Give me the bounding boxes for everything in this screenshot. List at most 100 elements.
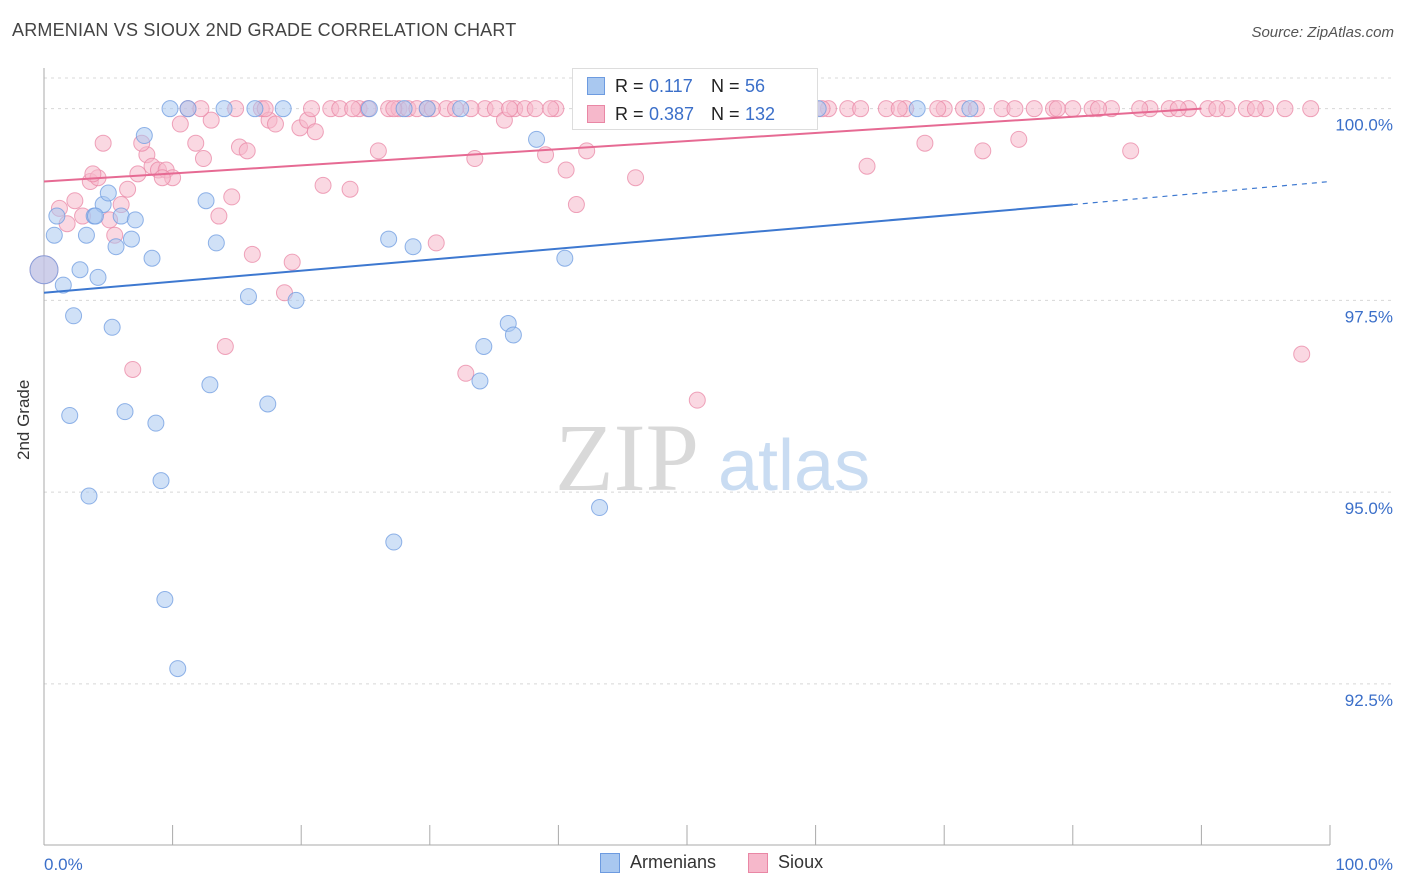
r-value: 0.117 bbox=[649, 75, 693, 96]
sioux-point bbox=[202, 111, 220, 129]
sioux-point bbox=[852, 100, 870, 118]
sioux-point bbox=[266, 115, 284, 133]
sioux-point bbox=[1090, 100, 1108, 118]
sioux-point bbox=[1122, 142, 1140, 160]
sioux-point bbox=[283, 253, 301, 271]
sioux-point bbox=[194, 150, 212, 168]
sioux-point bbox=[129, 165, 147, 183]
sioux-point bbox=[302, 100, 320, 118]
n-label: N = bbox=[711, 103, 740, 124]
armenians-point bbox=[274, 100, 292, 118]
sioux-point bbox=[974, 142, 992, 160]
armenians-point bbox=[169, 660, 187, 678]
armenians-point bbox=[54, 276, 72, 294]
sioux-point bbox=[119, 180, 137, 198]
armenians-point bbox=[143, 249, 161, 267]
armenians-point bbox=[126, 211, 144, 229]
sioux-point bbox=[890, 100, 908, 118]
armenians-point bbox=[122, 230, 140, 248]
sioux-point bbox=[187, 134, 205, 152]
sioux-point bbox=[916, 134, 934, 152]
armenians-point bbox=[207, 234, 225, 252]
source-label: Source: ZipAtlas.com bbox=[1251, 24, 1394, 41]
sioux-point bbox=[243, 245, 261, 263]
trend-lines bbox=[43, 107, 1331, 294]
sioux-point bbox=[501, 100, 519, 118]
y-axis-label: 2nd Grade bbox=[14, 379, 33, 460]
sioux-point bbox=[929, 100, 947, 118]
sioux-point bbox=[153, 169, 171, 187]
armenians-point bbox=[475, 337, 493, 355]
watermark-zip: ZIP bbox=[555, 404, 699, 511]
sioux-point bbox=[427, 234, 445, 252]
legend-swatch-armenians bbox=[600, 852, 620, 873]
sioux-point bbox=[344, 100, 362, 118]
armenians-point bbox=[45, 226, 63, 244]
armenians-point bbox=[418, 100, 436, 118]
r-label: R = bbox=[615, 103, 644, 124]
armenians-point bbox=[380, 230, 398, 248]
legend-item-sioux[interactable]: Sioux bbox=[748, 852, 823, 873]
sioux-point bbox=[66, 192, 84, 210]
sioux-point bbox=[210, 207, 228, 225]
watermark-atlas: atlas bbox=[718, 426, 870, 506]
legend-item-armenians[interactable]: Armenians bbox=[600, 852, 716, 873]
stats-legend: R = 0.117 N = 56 R = 0.387 N = 132 bbox=[572, 68, 818, 130]
armenians-point bbox=[89, 268, 107, 286]
x-tick-label: 0.0% bbox=[44, 855, 83, 874]
n-label: N = bbox=[711, 75, 740, 96]
sioux-point bbox=[341, 180, 359, 198]
tick-labels: 92.5% 95.0% 97.5% 100.0% 0.0% 100.0% bbox=[44, 116, 1393, 874]
armenians-point bbox=[287, 291, 305, 309]
armenians-point bbox=[556, 249, 574, 267]
armenians-point bbox=[29, 255, 59, 285]
armenians-points bbox=[29, 100, 979, 678]
sioux-point bbox=[457, 364, 475, 382]
sioux-point bbox=[858, 157, 876, 175]
sioux-point bbox=[1025, 100, 1043, 118]
armenians-point bbox=[65, 307, 83, 325]
sioux-point bbox=[688, 391, 706, 409]
armenians-point bbox=[135, 127, 153, 145]
armenians-point bbox=[77, 226, 95, 244]
armenians-point bbox=[591, 499, 609, 517]
sioux-point bbox=[1246, 100, 1264, 118]
armenians-point bbox=[360, 100, 378, 118]
sioux-point bbox=[557, 161, 575, 179]
armenians-point bbox=[452, 100, 470, 118]
sioux-point bbox=[1293, 345, 1311, 363]
armenians-point bbox=[961, 100, 979, 118]
armenians-point bbox=[99, 184, 117, 202]
sioux-point bbox=[1169, 100, 1187, 118]
armenians-trend-extension bbox=[1072, 180, 1331, 206]
armenians-point bbox=[86, 207, 104, 225]
armenians-point bbox=[156, 591, 174, 609]
sioux-point bbox=[567, 196, 585, 214]
sioux-point bbox=[1208, 100, 1226, 118]
sioux-trend-line bbox=[43, 107, 1202, 183]
sioux-point bbox=[171, 115, 189, 133]
sioux-point bbox=[238, 142, 256, 160]
armenians-point bbox=[395, 100, 413, 118]
armenians-point bbox=[215, 100, 233, 118]
legend-label-sioux: Sioux bbox=[778, 852, 824, 872]
y-tick-label: 92.5% bbox=[1345, 691, 1393, 710]
sioux-point bbox=[124, 360, 142, 378]
armenians-point bbox=[201, 376, 219, 394]
sioux-point bbox=[369, 142, 387, 160]
armenians-point bbox=[179, 100, 197, 118]
armenians-point bbox=[385, 533, 403, 551]
armenians-point bbox=[259, 395, 277, 413]
sioux-point bbox=[223, 188, 241, 206]
armenians-point bbox=[80, 487, 98, 505]
armenians-point bbox=[48, 207, 66, 225]
armenians-point bbox=[71, 261, 89, 279]
armenians-point bbox=[112, 207, 130, 225]
watermark: ZIP atlas bbox=[555, 404, 870, 511]
legend-row-sioux: R = 0.387 N = 132 bbox=[587, 102, 775, 126]
x-tick-label: 100.0% bbox=[1335, 855, 1393, 874]
armenians-point bbox=[116, 403, 134, 421]
legend-row-armenians: R = 0.117 N = 56 bbox=[587, 74, 765, 98]
sioux-point bbox=[1010, 130, 1028, 148]
armenians-point bbox=[471, 372, 489, 390]
